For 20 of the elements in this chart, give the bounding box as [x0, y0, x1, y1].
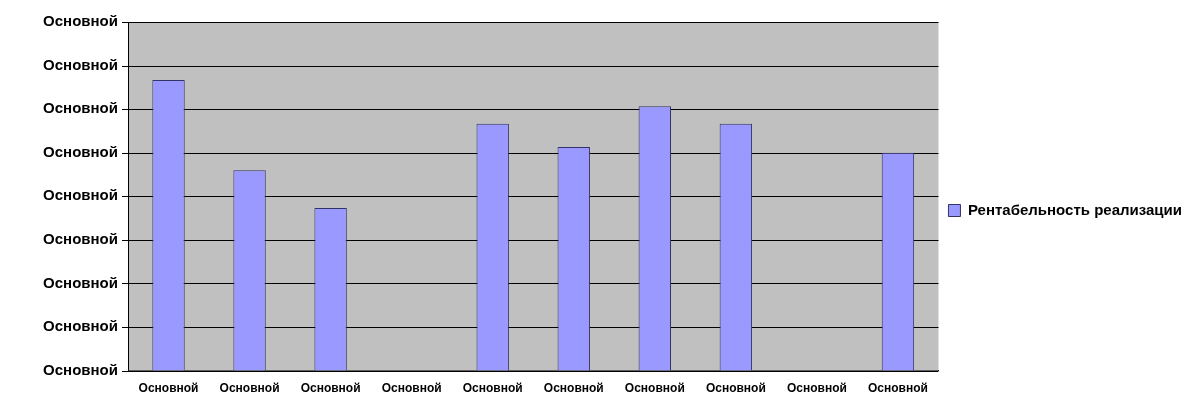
text: Основной: [43, 273, 118, 291]
text: Основной: [43, 230, 118, 248]
legend-label: Рентабельность реализации: [967, 200, 1182, 218]
x-tick-label: Основной: [381, 381, 442, 396]
x-tick-label: Основной: [786, 381, 847, 396]
x-tick-label: Основной: [300, 381, 361, 396]
text: Основной: [43, 99, 118, 117]
text: Основной: [43, 142, 118, 160]
text: Основной: [43, 317, 118, 335]
text: Основной: [43, 360, 118, 378]
x-tick-label: Основной: [462, 381, 523, 396]
x-tick-label: Основной: [138, 381, 199, 396]
text: Основной: [43, 12, 118, 30]
x-tick-label: Основной: [867, 381, 928, 396]
text: Основной: [43, 186, 118, 204]
x-tick-label: Основной: [219, 381, 280, 396]
x-tick-label: Основной: [624, 381, 685, 396]
x-tick-label: Основной: [543, 381, 604, 396]
x-tick-label: Основной: [705, 381, 766, 396]
text: Основной: [43, 55, 118, 73]
